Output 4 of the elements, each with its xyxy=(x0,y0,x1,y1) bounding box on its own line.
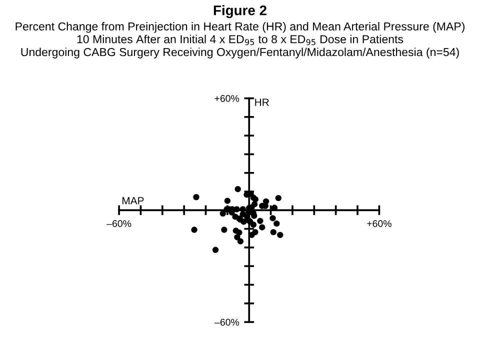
chart-subtitle: Percent Change from Preinjection in Heart Rate (HR) and Mean Arterial Pressure (MAP) 10 Minutes After an Initial 4 x ED$_{95}$ to 8 x ED$_{95}$ Dose in Patients Undergoing CABG Surgery Receiving Oxygen/Fentanyl/Midazolam/Anesthesia (n=54) xyxy=(16,22,464,58)
x-axis-title: MAP xyxy=(122,197,144,204)
chart-title: Figure 2 xyxy=(214,5,266,18)
y-axis-title: HR xyxy=(255,98,269,106)
